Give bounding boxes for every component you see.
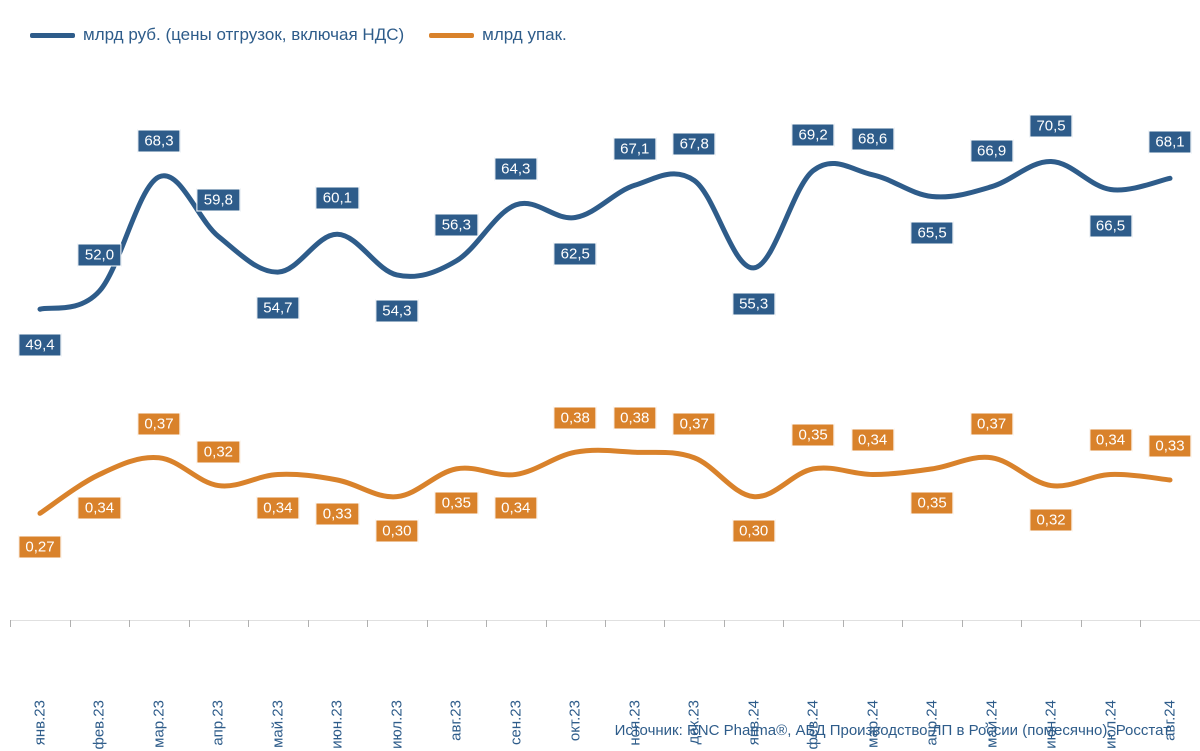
x-tick: [367, 620, 368, 627]
x-tick: [783, 620, 784, 627]
x-axis-label: июн.23: [329, 700, 346, 749]
data-label: 66,5: [1089, 214, 1132, 237]
data-label: 0,37: [137, 412, 180, 435]
data-label: 0,37: [970, 412, 1013, 435]
x-tick: [70, 620, 71, 627]
data-label: 55,3: [732, 292, 775, 315]
data-label: 0,32: [1029, 508, 1072, 531]
data-label: 0,35: [910, 491, 953, 514]
x-tick: [1081, 620, 1082, 627]
series-1-line: [40, 161, 1170, 309]
x-axis-label: окт.23: [567, 700, 584, 741]
x-tick: [308, 620, 309, 627]
x-tick: [486, 620, 487, 627]
data-label: 54,7: [256, 297, 299, 320]
data-label: 0,37: [673, 412, 716, 435]
x-tick: [129, 620, 130, 627]
data-label: 0,34: [78, 497, 121, 520]
x-axis-label: апр.23: [210, 700, 227, 746]
x-tick: [546, 620, 547, 627]
data-label: 59,8: [197, 189, 240, 212]
data-label: 0,34: [851, 429, 894, 452]
x-tick: [248, 620, 249, 627]
data-label: 0,34: [256, 497, 299, 520]
x-axis-label: авг.23: [448, 700, 465, 741]
data-label: 0,33: [1148, 435, 1191, 458]
x-axis-label: янв.23: [32, 700, 49, 745]
x-tick: [1021, 620, 1022, 627]
data-label: 0,34: [494, 497, 537, 520]
x-tick: [843, 620, 844, 627]
data-label: 52,0: [78, 244, 121, 267]
data-label: 0,38: [613, 407, 656, 430]
x-axis-label: июл.23: [388, 700, 405, 749]
data-label: 0,27: [18, 536, 61, 559]
data-label: 68,3: [137, 129, 180, 152]
data-label: 0,35: [792, 423, 835, 446]
data-label: 0,30: [732, 519, 775, 542]
data-label: 0,34: [1089, 429, 1132, 452]
data-label: 70,5: [1029, 114, 1072, 137]
x-axis-label: фев.23: [91, 700, 108, 750]
data-label: 64,3: [494, 157, 537, 180]
data-label: 67,1: [613, 138, 656, 161]
data-label: 68,1: [1148, 131, 1191, 154]
source-text: Источник: RNC Pharma®, АБД Производство …: [615, 722, 1170, 739]
x-tick: [724, 620, 725, 627]
data-label: 69,2: [792, 123, 835, 146]
data-label: 0,33: [316, 503, 359, 526]
data-label: 0,35: [435, 491, 478, 514]
x-tick: [664, 620, 665, 627]
data-label: 56,3: [435, 213, 478, 236]
chart-container: млрд руб. (цены отгрузок, включая НДС) м…: [0, 0, 1200, 751]
x-axis-label: май.23: [269, 700, 286, 748]
x-tick: [605, 620, 606, 627]
data-label: 67,8: [673, 133, 716, 156]
x-axis-label: сен.23: [507, 700, 524, 745]
data-label: 54,3: [375, 299, 418, 322]
data-label: 68,6: [851, 127, 894, 150]
x-tick: [189, 620, 190, 627]
x-tick: [1140, 620, 1141, 627]
data-label: 62,5: [554, 242, 597, 265]
data-label: 0,38: [554, 407, 597, 430]
data-label: 0,30: [375, 519, 418, 542]
data-label: 0,32: [197, 440, 240, 463]
data-label: 60,1: [316, 187, 359, 210]
x-axis-label: мар.23: [150, 700, 167, 748]
x-tick: [10, 620, 11, 627]
data-label: 66,9: [970, 139, 1013, 162]
x-tick: [962, 620, 963, 627]
chart-svg: [0, 0, 1200, 751]
data-label: 49,4: [18, 334, 61, 357]
x-tick: [427, 620, 428, 627]
data-label: 65,5: [910, 221, 953, 244]
x-tick: [902, 620, 903, 627]
